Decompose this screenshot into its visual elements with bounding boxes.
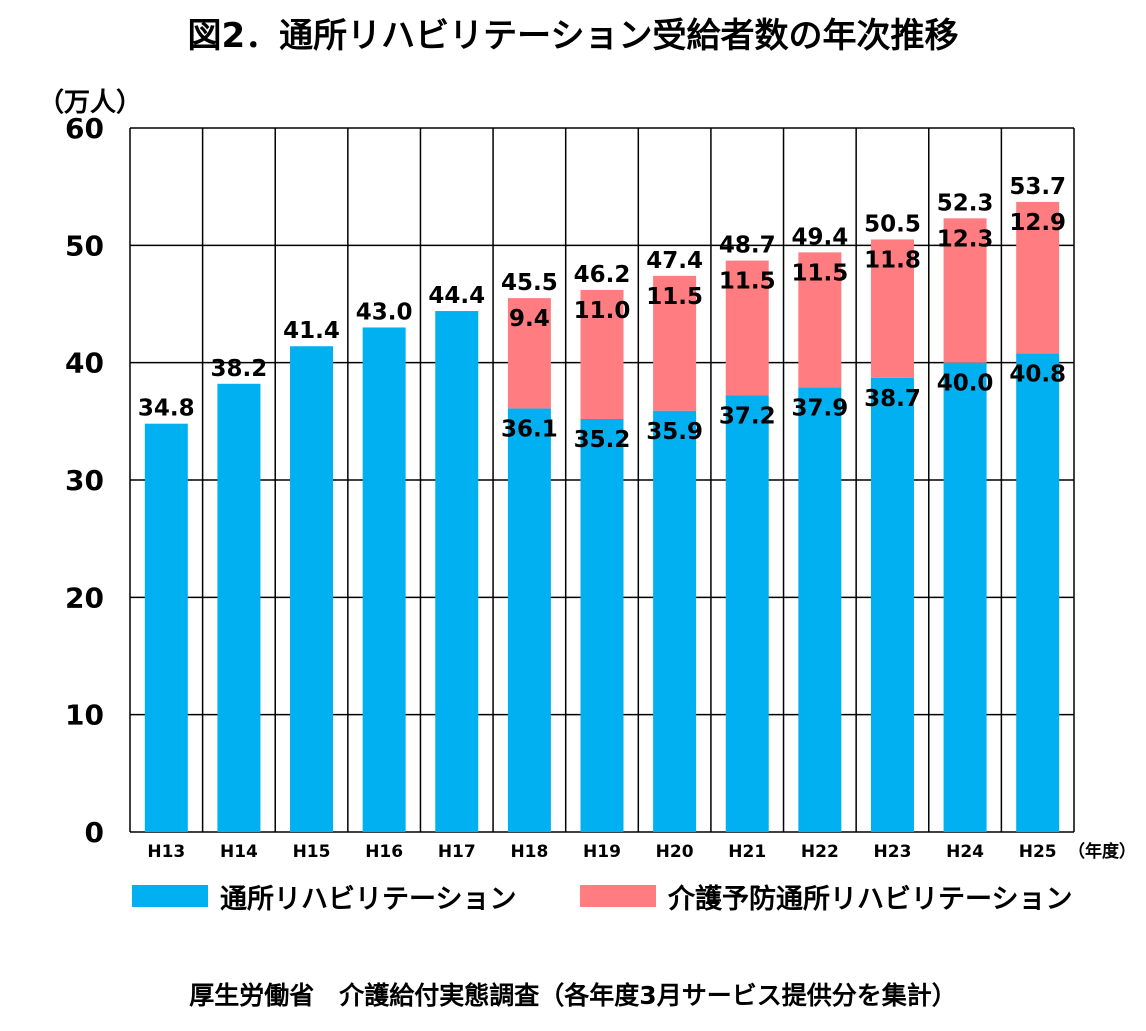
y-tick-label-10: 10 — [65, 699, 104, 732]
legend-item-tsusho: 通所リハビリテーション — [132, 880, 516, 915]
bar-yobo-H22 — [798, 252, 842, 388]
label-total-H20: 47.4 — [646, 248, 703, 274]
bar-tsusho-H15 — [290, 346, 334, 832]
label-tsusho-H23: 38.7 — [864, 386, 921, 412]
x-tick-label-H24: H24 — [946, 842, 984, 862]
x-tick-label-H16: H16 — [365, 842, 403, 862]
label-tsusho-H20: 35.9 — [646, 419, 703, 445]
bar-yobo-H19 — [580, 289, 624, 419]
bar-yobo-H24 — [943, 218, 987, 363]
label-yobo-H22: 11.5 — [791, 260, 848, 286]
bar-tsusho-H24 — [943, 362, 987, 832]
label-total-H15: 41.4 — [283, 318, 340, 344]
x-tick-label-H13: H13 — [147, 842, 185, 862]
label-yobo-H24: 12.3 — [937, 226, 994, 252]
bar-tsusho-H14 — [217, 383, 261, 832]
label-total-H24: 52.3 — [937, 190, 994, 216]
bar-yobo-H20 — [653, 275, 697, 411]
label-total-H14: 38.2 — [211, 356, 268, 382]
label-total-H23: 50.5 — [864, 211, 921, 237]
label-total-H13: 34.8 — [138, 396, 195, 422]
x-axis-unit: （年度） — [1068, 841, 1136, 862]
x-tick-label-H22: H22 — [801, 842, 839, 862]
legend-item-yobo: 介護予防通所リハビリテーション — [580, 880, 1072, 915]
bar-yobo-H25 — [1016, 201, 1060, 354]
legend-swatch-tsusho — [132, 885, 208, 907]
y-tick-labels: 0 10 20 30 40 50 60 — [65, 112, 104, 849]
legend-label-yobo: 介護予防通所リハビリテーション — [668, 883, 1073, 915]
legend-label-tsusho: 通所リハビリテーション — [220, 883, 517, 915]
y-tick-label-60: 60 — [65, 112, 104, 145]
label-yobo-H19: 11.0 — [574, 298, 631, 324]
label-tsusho-H21: 37.2 — [719, 404, 776, 430]
bar-tsusho-H23 — [870, 377, 914, 832]
y-tick-label-30: 30 — [65, 464, 104, 497]
label-total-H21: 48.7 — [719, 233, 776, 259]
label-total-H17: 44.4 — [428, 283, 485, 309]
x-tick-label-H14: H14 — [220, 842, 258, 862]
bar-yobo-H23 — [870, 239, 914, 378]
bar-tsusho-H25 — [1016, 353, 1060, 832]
label-total-H16: 43.0 — [356, 299, 413, 325]
bar-tsusho-H20 — [653, 410, 697, 832]
y-tick-label-20: 20 — [65, 581, 104, 614]
y-tick-label-0: 0 — [85, 816, 104, 849]
label-yobo-H18: 9.4 — [509, 306, 550, 332]
bar-tsusho-H13 — [144, 423, 188, 832]
label-total-H22: 49.4 — [791, 224, 848, 250]
x-tick-label-H20: H20 — [656, 842, 694, 862]
label-yobo-H23: 11.8 — [864, 247, 921, 273]
y-tick-label-50: 50 — [65, 229, 104, 262]
x-tick-label-H17: H17 — [438, 842, 476, 862]
bar-tsusho-H19 — [580, 418, 624, 832]
label-tsusho-H25: 40.8 — [1009, 361, 1066, 387]
grid-lines — [129, 127, 1075, 833]
chart-title: 図2．通所リハビリテーション受給者数の年次推移 — [187, 16, 959, 56]
label-tsusho-H19: 35.2 — [574, 427, 631, 453]
stacked-bar-chart: 34.8 38.2 41.4 43.0 44.4 36.1 9.4 45.5 35.2 11.0 4… — [65, 112, 1136, 862]
bar-yobo-H21 — [725, 260, 769, 396]
x-tick-label-H23: H23 — [874, 842, 912, 862]
bar-tsusho-H21 — [725, 395, 769, 832]
label-total-H18: 45.5 — [501, 270, 558, 296]
x-tick-label-H25: H25 — [1019, 842, 1057, 862]
label-yobo-H20: 11.5 — [646, 284, 703, 310]
x-tick-label-H21: H21 — [728, 842, 766, 862]
label-tsusho-H18: 36.1 — [501, 416, 558, 442]
label-total-H19: 46.2 — [574, 262, 631, 288]
label-yobo-H21: 11.5 — [719, 269, 776, 295]
x-tick-label-H15: H15 — [293, 842, 331, 862]
label-total-H25: 53.7 — [1009, 174, 1066, 200]
bar-tsusho-H22 — [798, 387, 842, 832]
bar-yobo-H18 — [507, 298, 551, 409]
bar-tsusho-H18 — [507, 408, 551, 832]
y-tick-label-40: 40 — [65, 347, 104, 380]
x-tick-labels: H13 H14 H15 H16 H17 H18 H19 H20 H21 H22 H23 H24 H25 — [147, 842, 1056, 862]
legend-swatch-yobo — [580, 885, 656, 907]
source-note: 厚生労働省 介護給付実態調査（各年度3月サービス提供分を集計） — [189, 981, 957, 1010]
label-tsusho-H24: 40.0 — [937, 371, 994, 397]
y-axis-unit: （万人） — [38, 88, 143, 118]
label-yobo-H25: 12.9 — [1009, 210, 1066, 236]
bars-group — [144, 201, 1060, 832]
label-tsusho-H22: 37.9 — [791, 395, 848, 421]
data-labels-group: 34.8 38.2 41.4 43.0 44.4 36.1 9.4 45.5 35.2 11.0 4… — [138, 174, 1066, 453]
bar-tsusho-H17 — [435, 311, 479, 832]
bar-tsusho-H16 — [362, 327, 406, 832]
x-tick-label-H18: H18 — [510, 842, 548, 862]
x-tick-label-H19: H19 — [583, 842, 621, 862]
